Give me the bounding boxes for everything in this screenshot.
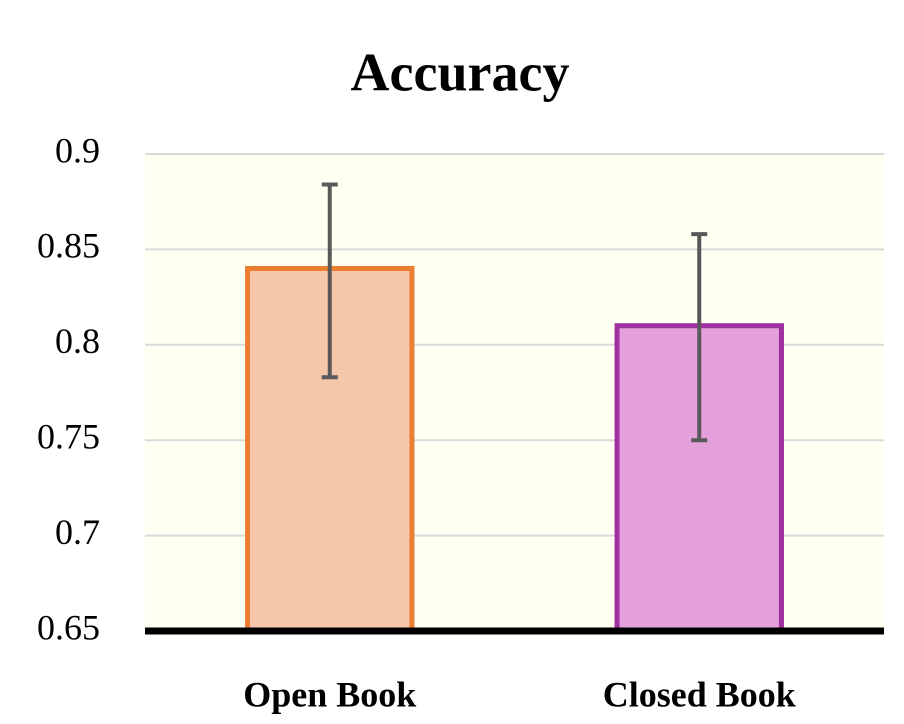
y-tick-label: 0.65 [37,607,100,647]
y-tick-label: 0.9 [55,130,100,170]
y-tick-label: 0.7 [55,512,100,552]
x-tick-label: Closed Book [603,674,796,714]
x-tick-label: Open Book [243,674,416,714]
y-tick-label: 0.8 [55,321,100,361]
y-tick-label: 0.75 [37,416,100,456]
y-tick-label: 0.85 [37,226,100,266]
chart-title: Accuracy [351,42,570,102]
